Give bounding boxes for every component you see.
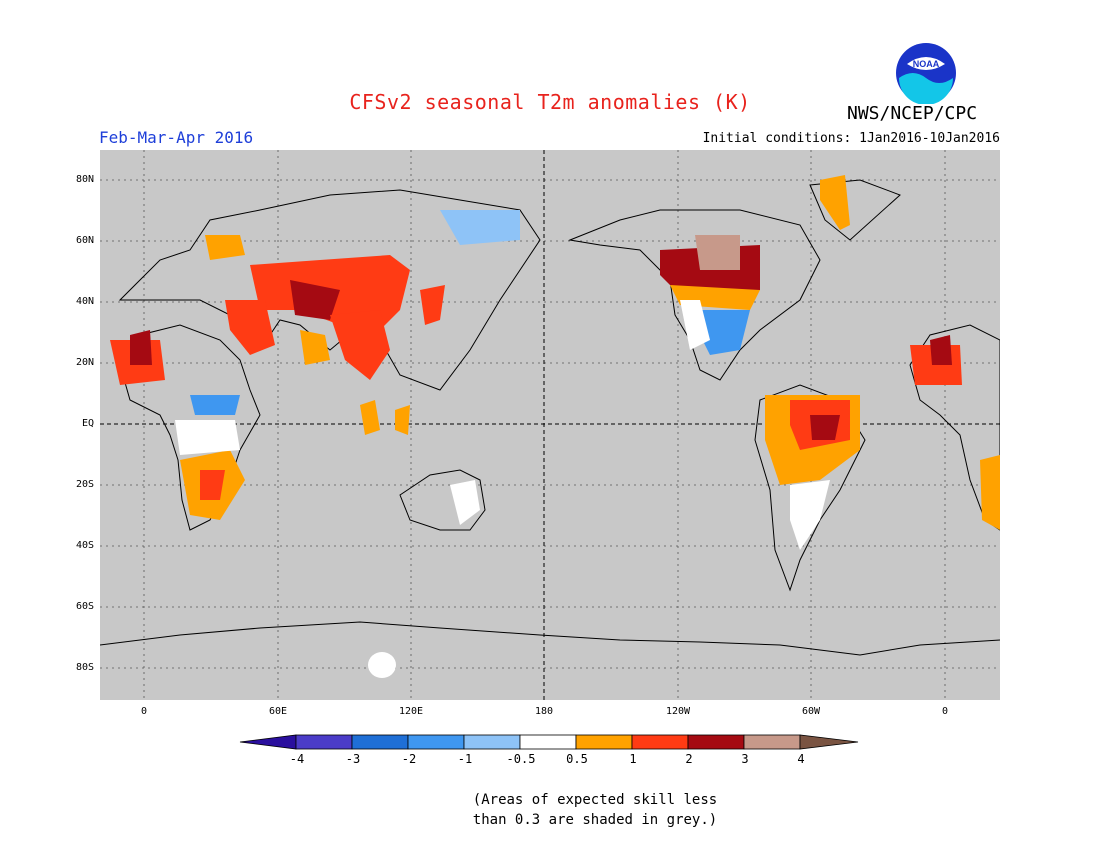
lat-label: 20N <box>75 357 94 368</box>
colorbar-swatch <box>799 734 859 750</box>
colorbar-swatch <box>687 734 745 750</box>
organization-label: NWS/NCEP/CPC <box>847 103 978 124</box>
lon-label: 180 <box>534 706 554 717</box>
colorbar-label: -4 <box>289 752 305 766</box>
colorbar-label: 4 <box>797 752 805 766</box>
skill-note-line2: than 0.3 are shaded in grey.) <box>472 812 718 828</box>
colorbar-swatch <box>351 734 409 750</box>
lat-label: 80S <box>75 662 94 673</box>
skill-note-line1: (Areas of expected skill less <box>472 792 718 808</box>
colorbar-swatch <box>407 734 465 750</box>
colorbar <box>239 734 859 750</box>
colorbar-swatch <box>463 734 521 750</box>
lon-label: 60W <box>801 706 821 717</box>
colorbar-label: -1 <box>457 752 473 766</box>
forecast-period: Feb-Mar-Apr 2016 <box>99 128 254 147</box>
lat-label: 40N <box>75 296 94 307</box>
noaa-logo: NOAA <box>896 43 956 104</box>
colorbar-label: 2 <box>685 752 693 766</box>
colorbar-swatch <box>575 734 633 750</box>
logo-text: NOAA <box>913 59 940 69</box>
lon-label: 120E <box>398 706 424 717</box>
colorbar-swatch <box>631 734 689 750</box>
colorbar-swatch <box>743 734 801 750</box>
graticule <box>100 150 1000 700</box>
colorbar-label: -0.5 <box>506 752 536 766</box>
colorbar-label: -3 <box>345 752 361 766</box>
lon-label: 60E <box>268 706 288 717</box>
lat-label: 60N <box>75 235 94 246</box>
colorbar-swatch <box>239 734 297 750</box>
initial-conditions: Initial conditions: 1Jan2016-10Jan2016 <box>702 131 1000 146</box>
colorbar-swatch <box>519 734 577 750</box>
colorbar-swatch <box>295 734 353 750</box>
colorbar-label: -2 <box>401 752 417 766</box>
lon-label: 120W <box>665 706 691 717</box>
lat-label: 60S <box>75 601 94 612</box>
lat-label: 40S <box>75 540 94 551</box>
anomaly-map <box>100 150 1000 700</box>
colorbar-label: 1 <box>629 752 637 766</box>
colorbar-label: 3 <box>741 752 749 766</box>
lat-label: EQ <box>81 418 94 429</box>
anomaly-patches <box>110 175 1000 678</box>
lat-label: 20S <box>75 479 94 490</box>
lat-label: 80N <box>75 174 94 185</box>
lon-label: 0 <box>941 706 949 717</box>
colorbar-label: 0.5 <box>566 752 588 766</box>
lon-label: 0 <box>140 706 148 717</box>
map-title: CFSv2 seasonal T2m anomalies (K) <box>349 90 751 114</box>
